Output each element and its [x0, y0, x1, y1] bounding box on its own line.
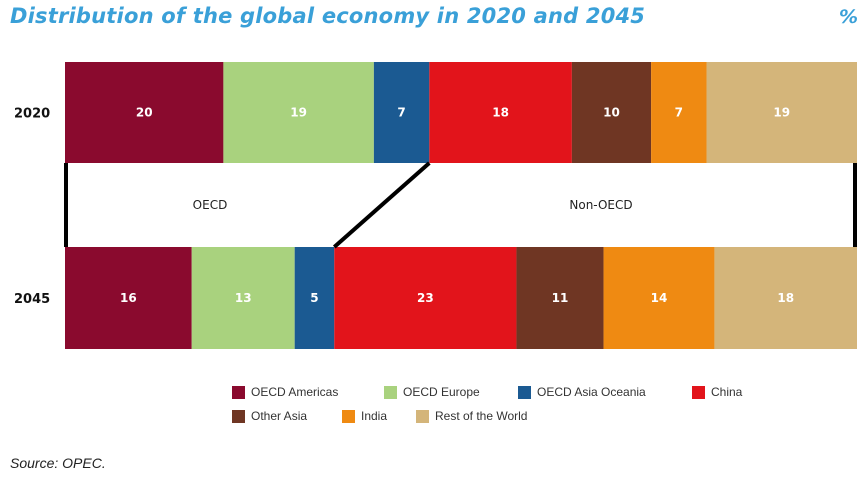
legend-swatch: [342, 409, 355, 423]
legend-label: Other Asia: [251, 409, 308, 423]
oecd-split-line: [332, 161, 431, 249]
data-label: 18: [492, 106, 509, 120]
legend-label: OECD Asia Oceania: [537, 385, 646, 399]
legend-swatch: [232, 385, 245, 399]
data-label: 10: [603, 106, 620, 120]
bar-segment: [516, 247, 604, 349]
bar-segment: [65, 247, 192, 349]
bar-segment: [373, 62, 430, 163]
chart-title: Distribution of the global economy in 20…: [10, 4, 646, 28]
bar-segment: [706, 62, 857, 163]
legend-item: Other Asia: [232, 409, 307, 423]
legend-swatch: [692, 385, 705, 399]
legend-swatch: [384, 385, 397, 399]
data-label: 7: [397, 106, 405, 120]
year-label: 2045: [14, 292, 50, 307]
data-label: 13: [235, 291, 252, 305]
data-label: 14: [651, 291, 668, 305]
legend-label: China: [711, 385, 743, 399]
bar-segment: [65, 62, 224, 163]
legend-swatch: [232, 409, 245, 423]
legend-item: India: [342, 409, 387, 423]
legend-label: OECD Europe: [403, 385, 480, 399]
bar-segment: [223, 62, 374, 163]
legend-item: OECD Americas: [232, 385, 338, 399]
year-label: 2020: [14, 107, 50, 122]
bar-segment: [651, 62, 707, 163]
bar-segment: [714, 247, 857, 349]
legend-item: OECD Asia Oceania: [518, 385, 646, 399]
legend-swatch: [416, 409, 429, 423]
data-label: 11: [552, 291, 569, 305]
data-label: 23: [417, 291, 434, 305]
data-label: 7: [675, 106, 683, 120]
group-label-non-oecd: Non-OECD: [569, 198, 632, 212]
data-label: 16: [120, 291, 137, 305]
data-label: 19: [290, 106, 307, 120]
legend-item: OECD Europe: [384, 385, 480, 399]
source-note: Source: OPEC.: [10, 455, 106, 471]
bar-segment: [603, 247, 715, 349]
data-label: 5: [310, 291, 318, 305]
legend-label: OECD Americas: [251, 385, 339, 399]
legend-item: Rest of the World: [416, 409, 527, 423]
data-label: 20: [136, 106, 153, 120]
bar-segment: [334, 247, 517, 349]
bar-segment: [571, 62, 652, 163]
unit-label: %: [838, 6, 858, 28]
legend-label: Rest of the World: [435, 409, 528, 423]
data-label: 19: [773, 106, 790, 120]
group-label-oecd: OECD: [193, 198, 228, 212]
legend-label: India: [361, 409, 388, 423]
legend-item: China: [692, 385, 742, 399]
stacked-bar-chart: 20 19 7 18 10 7 19 2020 16 13 5 23 11 14 18 2045 OECD Non…: [14, 62, 857, 349]
bar-segment: [429, 62, 572, 163]
legend-swatch: [518, 385, 531, 399]
bar-segment: [294, 247, 335, 349]
bar-segment: [191, 247, 295, 349]
data-label: 18: [777, 291, 794, 305]
